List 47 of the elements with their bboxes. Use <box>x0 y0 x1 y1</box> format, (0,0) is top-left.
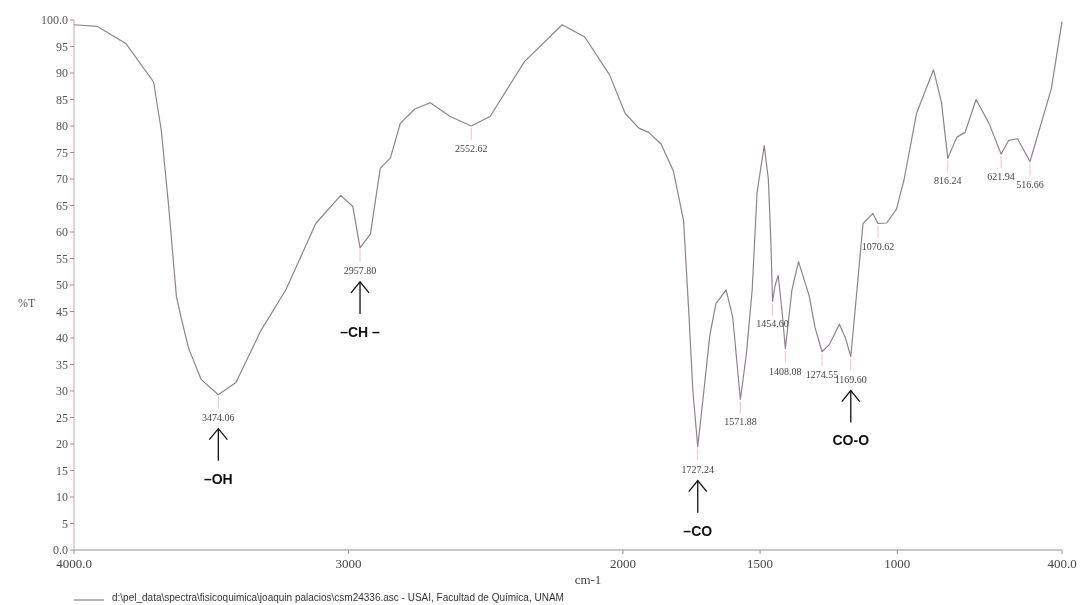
y-tick-label: 30 <box>56 384 68 399</box>
y-tick-label: 95 <box>56 39 68 54</box>
annotation: –CO <box>683 522 713 539</box>
annotation: 1274.55 <box>805 368 839 380</box>
annotation: 1070.62 <box>861 240 895 252</box>
annotation: 2957.80 <box>343 264 377 276</box>
y-tick-label: 60 <box>56 225 68 240</box>
x-tick-label: 3000 <box>335 556 362 571</box>
y-tick-label: 0.0 <box>53 543 68 558</box>
y-tick-label: 90 <box>56 66 68 81</box>
y-tick-label: 55 <box>56 251 68 266</box>
x-tick-label: 1000 <box>884 556 911 571</box>
y-tick-label: 35 <box>56 357 68 372</box>
x-tick-label: 2000 <box>609 556 636 571</box>
annotation: –CH – <box>340 323 381 340</box>
y-tick-label: 80 <box>56 119 68 134</box>
y-tick-label: 40 <box>56 331 68 346</box>
x-axis-title: cm-1 <box>574 572 602 587</box>
annotation: 516.66 <box>1016 178 1044 190</box>
x-tick-label: 1500 <box>747 556 774 571</box>
annotation: CO-O <box>832 432 870 449</box>
annotation: 3474.06 <box>202 411 235 423</box>
annotation: –OH <box>203 470 233 487</box>
y-axis-title: %T <box>18 296 36 310</box>
annotation: 816.24 <box>934 175 962 187</box>
annotation: 1408.08 <box>769 365 802 377</box>
y-tick-label: 70 <box>56 172 68 187</box>
y-tick-label: 65 <box>56 198 68 213</box>
annotation: 621.94 <box>987 171 1015 183</box>
annotation: 1454.60 <box>756 318 789 330</box>
annotation: 1727.24 <box>681 463 714 475</box>
y-tick-label: 15 <box>56 463 68 478</box>
y-tick-label: 45 <box>56 304 68 319</box>
annotation: 2552.62 <box>454 143 488 154</box>
line-series <box>73 20 1063 448</box>
y-tick-label: 100.0 <box>41 13 68 28</box>
y-tick-label: 25 <box>56 410 68 425</box>
y-tick-label: 10 <box>56 490 68 505</box>
x-tick-label: 400.0 <box>1047 556 1077 571</box>
y-tick-label: 20 <box>56 437 68 452</box>
y-tick-label: 50 <box>56 278 68 293</box>
y-tick-label: 5 <box>62 516 68 531</box>
x-tick-label: 4000.0 <box>56 556 92 571</box>
y-tick-label: 85 <box>56 92 68 107</box>
y-tick-label: 75 <box>56 145 68 160</box>
annotation: 1571.88 <box>724 416 757 428</box>
legend-label: d:\pel_data\spectra\fisicoquimica\joaquin palacios\csm24336.asc - USAI, Facultad de Química, UNAM <box>112 592 564 603</box>
